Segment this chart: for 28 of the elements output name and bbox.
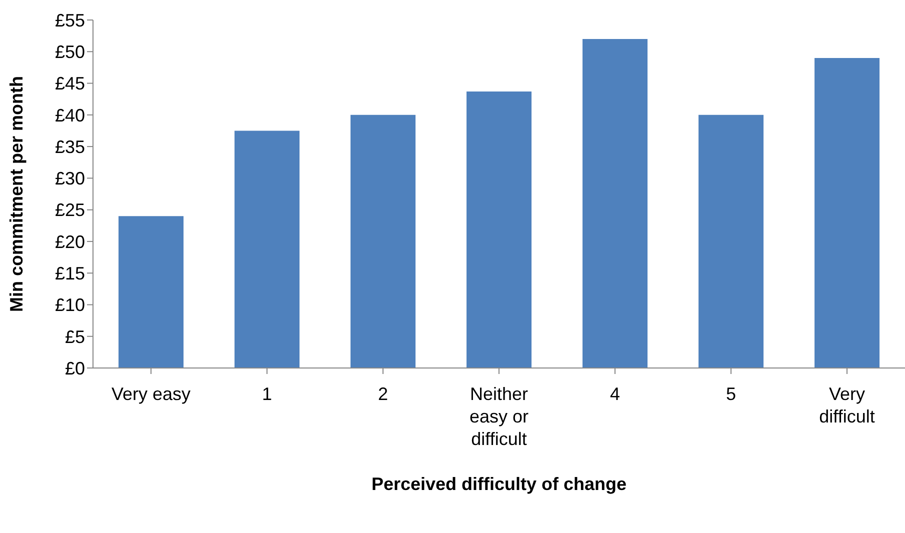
x-tick-label: Very difficult: [819, 384, 875, 427]
y-tick-label: £35: [54, 136, 85, 157]
y-tick-label: £5: [64, 326, 85, 347]
bar: [814, 58, 880, 368]
y-tick-label: £55: [54, 10, 85, 30]
y-tick-label: £0: [64, 358, 85, 378]
x-tick-label: 5: [726, 384, 736, 404]
bar: [350, 114, 416, 368]
y-tick-label: £30: [54, 168, 85, 189]
y-tick-label: £20: [54, 232, 85, 252]
y-tick-label: £40: [54, 105, 85, 126]
bar: [698, 114, 764, 368]
bar: [582, 38, 648, 368]
y-tick-label: £45: [54, 74, 85, 94]
y-tick-label: £10: [54, 295, 85, 316]
x-tick-label: 2: [378, 384, 388, 404]
x-tick-label: Very easy: [111, 384, 191, 404]
x-tick-label: 4: [610, 384, 620, 404]
bar: [118, 216, 184, 368]
x-tick-label: 1: [262, 384, 272, 404]
y-tick-label: £50: [54, 42, 85, 62]
y-tick-label: £15: [54, 263, 85, 284]
bar: [466, 92, 532, 368]
x-tick-label: Neither easy or difficult: [469, 384, 529, 450]
x-axis-title: Perceived difficulty of change: [371, 474, 627, 494]
y-axis-title: Min commitment per month: [6, 76, 26, 312]
y-tick-label: £25: [54, 200, 85, 220]
bar: [234, 130, 300, 368]
